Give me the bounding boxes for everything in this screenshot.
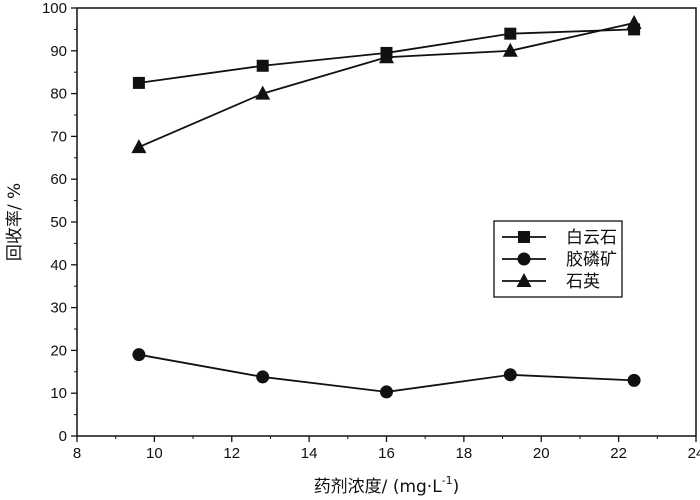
data-point bbox=[379, 49, 394, 64]
series-2 bbox=[132, 348, 641, 399]
x-tick-label: 16 bbox=[378, 445, 395, 462]
data-point bbox=[626, 14, 642, 29]
x-axis-title-close: ) bbox=[453, 477, 460, 497]
legend-marker bbox=[518, 231, 530, 243]
x-tick-label: 24 bbox=[688, 445, 700, 462]
data-point bbox=[256, 370, 270, 384]
x-axis-ticks: 8 10 12 14 16 18 20 22 24 bbox=[73, 436, 700, 462]
series-3 bbox=[131, 14, 642, 154]
legend-label: 白云石 bbox=[566, 228, 617, 248]
data-point bbox=[502, 42, 518, 57]
x-tick-label: 20 bbox=[533, 445, 550, 462]
y-tick-label: 40 bbox=[50, 257, 67, 274]
x-tick-label: 18 bbox=[456, 445, 473, 462]
series-layer bbox=[131, 14, 642, 399]
y-axis-title: 回收率/ % bbox=[5, 183, 25, 261]
legend-marker bbox=[516, 273, 532, 287]
legend-label: 石英 bbox=[566, 272, 600, 292]
y-tick-label: 10 bbox=[50, 385, 67, 402]
x-tick-label: 22 bbox=[610, 445, 627, 462]
series-line bbox=[138, 22, 635, 148]
data-point bbox=[132, 76, 145, 89]
data-point bbox=[504, 27, 517, 40]
y-tick-label: 30 bbox=[50, 300, 67, 317]
y-axis-ticks: 0 10 20 30 40 50 60 70 80 90 100 bbox=[42, 0, 77, 445]
y-tick-label: 50 bbox=[50, 214, 67, 231]
legend-item: 胶磷矿 bbox=[502, 250, 617, 270]
data-point bbox=[132, 348, 146, 362]
x-axis-title-superscript: -1 bbox=[442, 474, 453, 487]
y-tick-label: 60 bbox=[50, 171, 67, 188]
x-tick-label: 12 bbox=[223, 445, 240, 462]
x-axis-title-main: 药剂浓度/ (mg·L bbox=[314, 477, 443, 497]
y-tick-label: 90 bbox=[50, 43, 67, 60]
data-point bbox=[255, 85, 271, 100]
y-tick-label: 100 bbox=[42, 0, 67, 17]
legend-item: 白云石 bbox=[502, 228, 617, 248]
data-point bbox=[131, 139, 147, 154]
legend-marker bbox=[517, 252, 531, 266]
y-tick-label: 20 bbox=[50, 342, 67, 359]
data-point bbox=[627, 373, 641, 387]
data-point bbox=[256, 59, 269, 72]
data-point bbox=[380, 385, 393, 399]
x-tick-label: 14 bbox=[301, 445, 318, 462]
y-tick-label: 80 bbox=[50, 86, 67, 103]
y-tick-label: 70 bbox=[50, 128, 67, 145]
x-tick-label: 8 bbox=[73, 445, 81, 462]
legend-item: 石英 bbox=[502, 272, 600, 292]
y-tick-label: 0 bbox=[59, 428, 67, 445]
x-axis-title: 药剂浓度/ (mg·L-1) bbox=[314, 474, 460, 497]
data-point bbox=[503, 368, 517, 382]
x-tick-label: 10 bbox=[146, 445, 163, 462]
legend-label: 胶磷矿 bbox=[566, 250, 617, 270]
